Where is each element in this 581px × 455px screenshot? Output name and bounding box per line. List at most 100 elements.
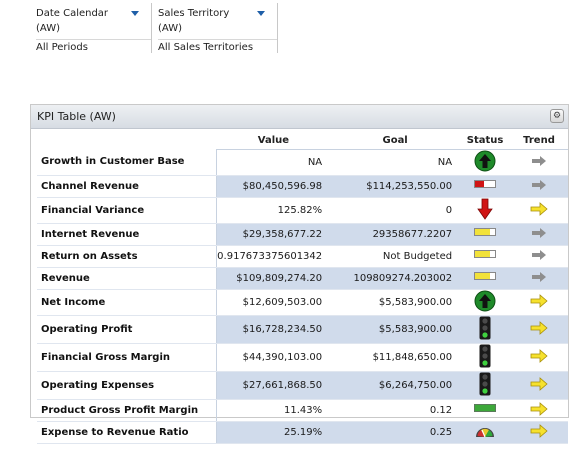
panel-title: KPI Table (AW) xyxy=(37,110,116,123)
kpi-trend xyxy=(510,175,568,198)
right-arrow-yellow-icon xyxy=(530,201,548,219)
kpi-goal: 29358677.2207 xyxy=(330,223,461,246)
kpi-value: $27,661,868.50 xyxy=(216,371,331,400)
right-arrow-gray-icon xyxy=(531,249,547,264)
kpi-status xyxy=(460,421,511,444)
kpi-name: Internet Revenue xyxy=(37,223,218,246)
kpi-name: Financial Gross Margin xyxy=(37,343,218,372)
kpi-value: $109,809,274.20 xyxy=(216,267,331,290)
right-arrow-gray-icon xyxy=(531,179,547,194)
right-arrow-yellow-icon xyxy=(530,423,548,441)
traffic-light-icon xyxy=(479,344,491,371)
gauge-icon xyxy=(474,424,496,441)
filter-bar: Date Calendar (AW) All Periods Sales Ter… xyxy=(30,3,278,53)
kpi-trend xyxy=(510,149,568,176)
filter-sales-territory-value: All Sales Territories xyxy=(158,42,254,53)
kpi-goal: $5,583,900.00 xyxy=(330,289,461,316)
kpi-name: Product Gross Profit Margin xyxy=(37,399,218,422)
kpi-value: NA xyxy=(216,149,331,176)
kpi-value: 11.43% xyxy=(216,399,331,422)
kpi-status xyxy=(460,175,511,198)
filter-sales-territory[interactable]: Sales Territory (AW) All Sales Territori… xyxy=(152,3,278,53)
table-row[interactable]: Channel Revenue $80,450,596.98 $114,253,55… xyxy=(37,175,568,198)
kpi-trend xyxy=(510,343,568,372)
right-arrow-yellow-icon xyxy=(530,293,548,311)
kpi-name: Channel Revenue xyxy=(37,175,218,198)
table-row[interactable]: Financial Gross Margin $44,390,103.00 $11,… xyxy=(37,343,568,372)
table-row[interactable]: Revenue $109,809,274.20 109809274.203002 xyxy=(37,267,568,290)
kpi-value: 25.19% xyxy=(216,421,331,444)
filter-date-calendar-label: Date Calendar (AW) xyxy=(36,3,151,40)
right-arrow-yellow-icon xyxy=(530,376,548,394)
kpi-name: Operating Profit xyxy=(37,315,218,344)
kpi-table-body: Growth in Customer Base NA NA Channel Reven… xyxy=(37,149,568,444)
kpi-value: 125.82% xyxy=(216,197,331,224)
bar-red-icon xyxy=(474,180,497,191)
kpi-status xyxy=(460,267,511,290)
table-row[interactable]: Return on Assets 0.917673375601342 Not Bud… xyxy=(37,245,568,268)
header-goal[interactable]: Goal xyxy=(330,132,461,150)
kpi-trend xyxy=(510,371,568,400)
kpi-goal: $114,253,550.00 xyxy=(330,175,461,198)
kpi-status xyxy=(460,149,511,176)
header-value[interactable]: Value xyxy=(216,132,331,150)
kpi-goal: 0.25 xyxy=(330,421,461,444)
kpi-status xyxy=(460,399,511,422)
kpi-trend xyxy=(510,223,568,246)
kpi-goal: Not Budgeted xyxy=(330,245,461,268)
kpi-trend xyxy=(510,289,568,316)
table-row[interactable]: Operating Expenses $27,661,868.50 $6,264,7… xyxy=(37,371,568,400)
kpi-goal: 0 xyxy=(330,197,461,224)
bar-yellow-icon xyxy=(474,272,497,283)
right-arrow-gray-icon xyxy=(531,271,547,286)
kpi-goal: $6,264,750.00 xyxy=(330,371,461,400)
table-row[interactable]: Financial Variance 125.82% 0 xyxy=(37,197,568,224)
kpi-table-panel: KPI Table (AW) ⚙ Value Goal Status Trend… xyxy=(30,104,569,444)
filter-date-calendar-value: All Periods xyxy=(36,42,88,53)
kpi-status xyxy=(460,289,511,316)
up-arrow-green-icon xyxy=(474,150,496,175)
filter-sales-territory-label: Sales Territory (AW) xyxy=(158,3,277,40)
header-blank xyxy=(37,132,217,149)
header-status[interactable]: Status xyxy=(460,132,511,150)
kpi-name: Operating Expenses xyxy=(37,371,218,400)
kpi-name: Growth in Customer Base xyxy=(37,149,218,176)
kpi-status xyxy=(460,343,511,372)
kpi-value: $44,390,103.00 xyxy=(216,343,331,372)
right-arrow-yellow-icon xyxy=(530,320,548,338)
kpi-trend xyxy=(510,399,568,422)
kpi-goal: $11,848,650.00 xyxy=(330,343,461,372)
table-row[interactable]: Expense to Revenue Ratio 25.19% 0.25 xyxy=(37,421,568,444)
kpi-value: $29,358,677.22 xyxy=(216,223,331,246)
panel-title-bar: KPI Table (AW) ⚙ xyxy=(31,105,568,129)
kpi-goal: NA xyxy=(330,149,461,176)
header-trend[interactable]: Trend xyxy=(510,132,568,150)
kpi-trend xyxy=(510,421,568,444)
kpi-trend xyxy=(510,197,568,224)
table-row[interactable]: Operating Profit $16,728,234.50 $5,583,900… xyxy=(37,315,568,344)
table-row[interactable]: Growth in Customer Base NA NA xyxy=(37,149,568,176)
kpi-goal: $5,583,900.00 xyxy=(330,315,461,344)
table-row[interactable]: Product Gross Profit Margin 11.43% 0.12 xyxy=(37,399,568,422)
bar-yellow-icon xyxy=(474,250,497,261)
kpi-trend xyxy=(510,245,568,268)
right-arrow-yellow-icon xyxy=(530,348,548,366)
gear-icon[interactable]: ⚙ xyxy=(550,109,564,123)
filter-date-calendar[interactable]: Date Calendar (AW) All Periods xyxy=(30,3,152,53)
kpi-table: Value Goal Status Trend Growth in Custom… xyxy=(37,132,568,444)
traffic-light-icon xyxy=(479,372,491,399)
right-arrow-gray-icon xyxy=(531,227,547,242)
kpi-goal: 109809274.203002 xyxy=(330,267,461,290)
table-header-row: Value Goal Status Trend xyxy=(37,132,568,150)
kpi-name: Financial Variance xyxy=(37,197,218,224)
chevron-down-icon[interactable] xyxy=(131,11,139,16)
table-row[interactable]: Net Income $12,609,503.00 $5,583,900.00 xyxy=(37,289,568,316)
down-arrow-red-icon xyxy=(477,198,493,223)
kpi-value: $80,450,596.98 xyxy=(216,175,331,198)
kpi-status xyxy=(460,315,511,344)
chevron-down-icon[interactable] xyxy=(257,11,265,16)
kpi-trend xyxy=(510,315,568,344)
kpi-name: Expense to Revenue Ratio xyxy=(37,421,218,444)
kpi-value: 0.917673375601342 xyxy=(216,245,331,268)
table-row[interactable]: Internet Revenue $29,358,677.22 29358677.2… xyxy=(37,223,568,246)
